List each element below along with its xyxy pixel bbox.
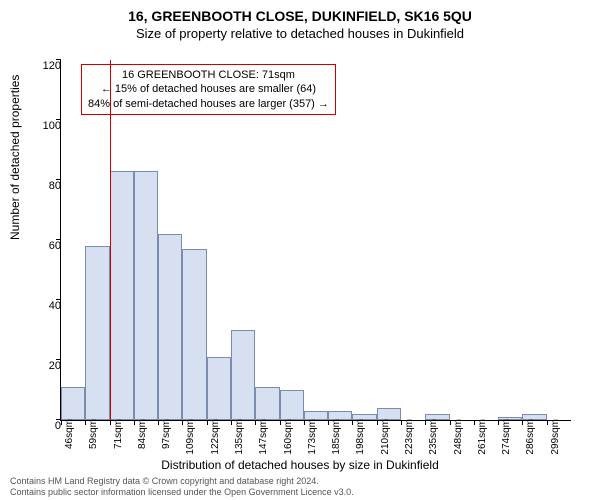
page-title: 16, GREENBOOTH CLOSE, DUKINFIELD, SK16 5… — [0, 0, 600, 24]
annotation-line2: ← 15% of detached houses are smaller (64… — [88, 82, 329, 96]
x-tick-label: 109sqm — [185, 419, 196, 455]
footer-line1: Contains HM Land Registry data © Crown c… — [10, 476, 354, 487]
x-tick-mark — [110, 420, 111, 425]
x-tick-mark — [85, 420, 86, 425]
reference-marker-line — [110, 60, 111, 420]
x-tick-label: 286sqm — [525, 419, 536, 455]
annotation-line1: 16 GREENBOOTH CLOSE: 71sqm — [88, 68, 329, 82]
x-tick-mark — [304, 420, 305, 425]
x-tick-label: 97sqm — [161, 419, 172, 449]
x-tick-label: 46sqm — [64, 419, 75, 449]
x-tick-mark — [401, 420, 402, 425]
annotation-box: 16 GREENBOOTH CLOSE: 71sqm ← 15% of deta… — [81, 64, 336, 115]
x-tick-label: 235sqm — [428, 419, 439, 455]
histogram-bar — [182, 249, 206, 420]
x-tick-label: 198sqm — [355, 419, 366, 455]
y-tick-label: 20 — [31, 360, 61, 372]
histogram-bar — [207, 357, 231, 420]
x-tick-label: 84sqm — [137, 419, 148, 449]
x-tick-mark — [474, 420, 475, 425]
x-tick-mark — [182, 420, 183, 425]
x-tick-label: 248sqm — [453, 419, 464, 455]
histogram-bar — [231, 330, 255, 420]
x-tick-mark — [280, 420, 281, 425]
x-tick-mark — [61, 420, 62, 425]
chart-plot-area: 16 GREENBOOTH CLOSE: 71sqm ← 15% of deta… — [60, 60, 571, 421]
histogram-bar — [110, 171, 134, 420]
x-tick-label: 160sqm — [283, 419, 294, 455]
y-tick-label: 100 — [31, 120, 61, 132]
x-tick-mark — [522, 420, 523, 425]
x-tick-mark — [328, 420, 329, 425]
chart-container: 16, GREENBOOTH CLOSE, DUKINFIELD, SK16 5… — [0, 0, 600, 500]
x-tick-label: 274sqm — [501, 419, 512, 455]
x-tick-mark — [377, 420, 378, 425]
histogram-bar — [158, 234, 182, 420]
x-tick-mark — [498, 420, 499, 425]
histogram-bar — [255, 387, 279, 420]
x-tick-label: 122sqm — [210, 419, 221, 455]
x-tick-mark — [450, 420, 451, 425]
histogram-bar — [85, 246, 109, 420]
histogram-bar — [61, 387, 85, 420]
x-tick-label: 210sqm — [380, 419, 391, 455]
x-tick-label: 223sqm — [404, 419, 415, 455]
x-tick-mark — [425, 420, 426, 425]
y-tick-label: 60 — [31, 240, 61, 252]
y-tick-label: 120 — [31, 60, 61, 72]
annotation-line3: 84% of semi-detached houses are larger (… — [88, 97, 329, 111]
y-tick-label: 0 — [31, 420, 61, 432]
x-tick-mark — [547, 420, 548, 425]
x-tick-mark — [134, 420, 135, 425]
x-tick-label: 147sqm — [258, 419, 269, 455]
y-tick-label: 40 — [31, 300, 61, 312]
x-tick-label: 185sqm — [331, 419, 342, 455]
x-tick-mark — [231, 420, 232, 425]
x-tick-label: 71sqm — [113, 419, 124, 449]
y-tick-label: 80 — [31, 180, 61, 192]
footer-attribution: Contains HM Land Registry data © Crown c… — [10, 476, 354, 498]
x-tick-mark — [352, 420, 353, 425]
x-tick-mark — [255, 420, 256, 425]
x-tick-mark — [158, 420, 159, 425]
y-axis-label: Number of detached properties — [8, 75, 22, 240]
x-tick-label: 299sqm — [550, 419, 561, 455]
footer-line2: Contains public sector information licen… — [10, 487, 354, 498]
x-tick-label: 59sqm — [88, 419, 99, 449]
x-tick-label: 261sqm — [477, 419, 488, 455]
x-tick-label: 135sqm — [234, 419, 245, 455]
histogram-bar — [280, 390, 304, 420]
x-tick-label: 173sqm — [307, 419, 318, 455]
chart-subtitle: Size of property relative to detached ho… — [0, 24, 600, 41]
x-axis-label: Distribution of detached houses by size … — [0, 458, 600, 472]
x-tick-mark — [207, 420, 208, 425]
histogram-bar — [134, 171, 158, 420]
